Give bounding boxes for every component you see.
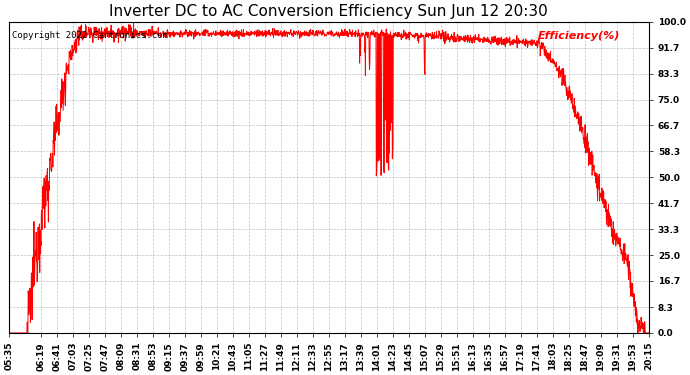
Text: Copyright 2022 Cartronics.com: Copyright 2022 Cartronics.com xyxy=(12,31,168,40)
Text: Efficiency(%): Efficiency(%) xyxy=(538,31,620,41)
Title: Inverter DC to AC Conversion Efficiency Sun Jun 12 20:30: Inverter DC to AC Conversion Efficiency … xyxy=(109,4,548,19)
